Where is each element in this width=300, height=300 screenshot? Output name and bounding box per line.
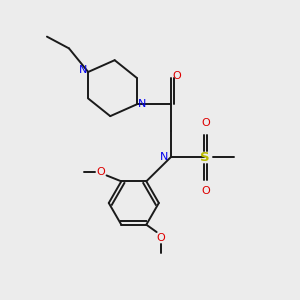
Text: S: S	[200, 151, 209, 164]
Text: O: O	[202, 186, 210, 196]
Text: N: N	[160, 152, 168, 162]
Text: O: O	[173, 71, 182, 81]
Text: N: N	[79, 65, 87, 76]
Text: O: O	[96, 167, 105, 178]
Text: N: N	[138, 99, 146, 110]
Text: O: O	[202, 118, 210, 128]
Text: O: O	[157, 233, 165, 243]
